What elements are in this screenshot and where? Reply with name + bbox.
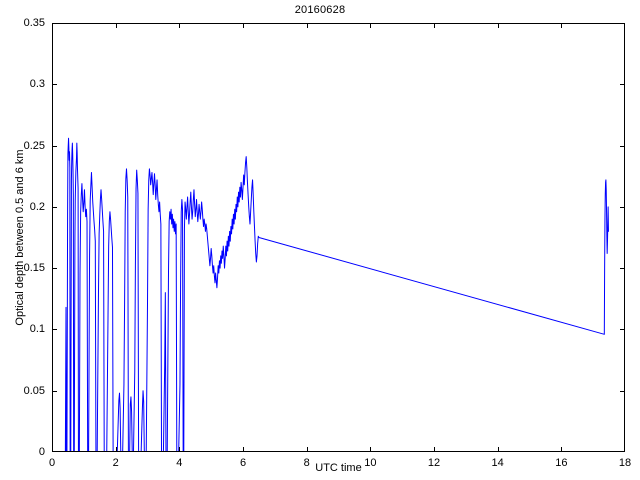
x-tick-label: 10 — [364, 457, 377, 469]
x-tick-label: 6 — [239, 457, 247, 469]
y-tick-label: 0.35 — [23, 17, 45, 29]
data-lines — [52, 137, 609, 452]
x-tick-label: 4 — [176, 457, 183, 469]
x-tick-label: 8 — [303, 457, 310, 469]
y-tick-label: 0.05 — [23, 384, 45, 397]
axes-frame — [52, 23, 625, 452]
y-axis-label: Optical depth between 0.5 and 6 km — [14, 149, 26, 326]
x-tick-label: 16 — [555, 457, 568, 469]
x-tick-label: 2 — [112, 457, 119, 469]
page-title: 20160628 — [294, 4, 346, 16]
plot-area — [52, 23, 625, 452]
y-tick-label: 0.3 — [29, 78, 45, 91]
y-tick-label: 0 — [38, 446, 45, 458]
y-tick-label: 0.15 — [23, 262, 45, 275]
x-tick-label: 14 — [491, 457, 504, 469]
chart-svg — [52, 23, 625, 452]
data-series-line — [52, 137, 609, 452]
y-tick-label: 0.2 — [29, 200, 45, 213]
x-axis-label: UTC time — [315, 462, 362, 474]
y-tick-label: 0.1 — [29, 323, 45, 336]
axis-frame — [52, 23, 625, 452]
x-tick-label: 0 — [48, 457, 56, 469]
x-tick-label: 18 — [618, 457, 632, 469]
y-tick-label: 0.25 — [23, 139, 45, 152]
x-tick-label: 12 — [427, 457, 441, 469]
